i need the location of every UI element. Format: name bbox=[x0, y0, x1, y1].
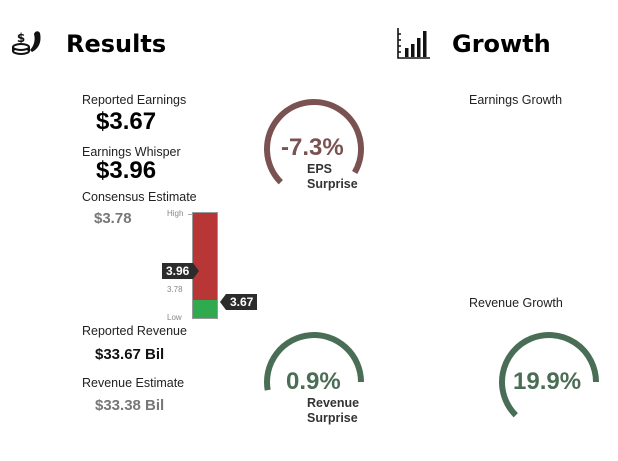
reported-range-fill bbox=[193, 300, 217, 318]
whisper-flag: 3.96 bbox=[162, 263, 200, 279]
revenue-caption-line2: Surprise bbox=[307, 411, 358, 425]
reported-revenue-value: $33.67 Bil bbox=[95, 346, 165, 363]
eps-surprise-caption: EPS Surprise bbox=[307, 162, 358, 192]
revenue-growth-value: 19.9% bbox=[513, 368, 582, 395]
earnings-growth-label: Earnings Growth bbox=[469, 93, 563, 107]
earnings-whisper-label: Earnings Whisper bbox=[82, 145, 181, 159]
reported-revenue-label: Reported Revenue bbox=[82, 324, 187, 338]
growth-title: Growth bbox=[452, 30, 551, 58]
range-consensus-tick: 3.78 bbox=[167, 285, 183, 294]
consensus-estimate-label: Consensus Estimate bbox=[82, 190, 197, 204]
revenue-surprise-caption: Revenue Surprise bbox=[307, 396, 359, 426]
eps-surprise-value: -7.3% bbox=[281, 134, 344, 161]
results-icon: $ bbox=[10, 27, 46, 57]
eps-caption-line1: EPS bbox=[307, 162, 333, 176]
reported-flag: 3.67 bbox=[219, 294, 258, 310]
revenue-surprise-value: 0.9% bbox=[286, 368, 341, 395]
revenue-surprise-gauge bbox=[262, 330, 370, 434]
revenue-estimate-label: Revenue Estimate bbox=[82, 376, 185, 390]
revenue-estimate-value: $33.38 Bil bbox=[95, 397, 165, 414]
bar-chart-icon bbox=[396, 26, 432, 60]
earnings-whisper-value: $3.96 bbox=[96, 157, 157, 184]
range-high-tick bbox=[188, 214, 192, 215]
consensus-estimate-value: $3.78 bbox=[94, 210, 132, 227]
svg-text:$: $ bbox=[17, 31, 25, 45]
revenue-growth-gauge bbox=[497, 330, 605, 434]
range-high-label: High bbox=[167, 209, 184, 218]
eps-caption-line2: Surprise bbox=[307, 177, 358, 191]
reported-earnings-label: Reported Earnings bbox=[82, 93, 187, 107]
eps-surprise-gauge bbox=[262, 97, 370, 201]
results-title: Results bbox=[66, 30, 167, 58]
revenue-caption-line1: Revenue bbox=[307, 396, 360, 410]
range-low-label: Low bbox=[167, 313, 182, 322]
reported-earnings-value: $3.67 bbox=[96, 108, 157, 135]
revenue-growth-label: Revenue Growth bbox=[469, 296, 563, 310]
